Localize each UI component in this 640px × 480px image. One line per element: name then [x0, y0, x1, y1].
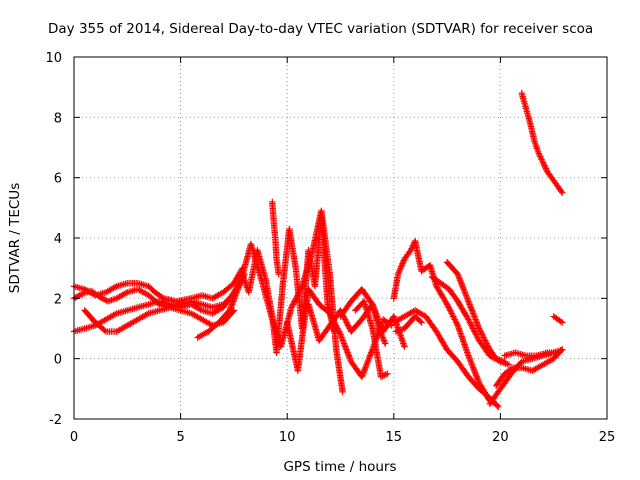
data-point-markers: [550, 313, 566, 326]
axis-ticks: 0 5 10 15 20 25 -2 0 2 4 6 8 10: [45, 51, 615, 445]
data-point-markers: [390, 307, 502, 411]
y-tick-label: -2: [49, 413, 62, 428]
data-point-markers: [518, 90, 566, 196]
y-tick-label: 8: [54, 111, 62, 126]
y-axis-label: SDTVAR / TECUs: [7, 183, 23, 293]
series-track-f: [239, 213, 338, 356]
series-track-p: [392, 313, 425, 335]
x-tick-label: 15: [386, 430, 403, 445]
data-point-markers: [443, 258, 508, 365]
data-point-markers: [269, 198, 282, 278]
data-point-markers: [492, 346, 566, 390]
x-tick-label: 10: [279, 430, 296, 445]
x-tick-label: 0: [70, 430, 78, 445]
series-track-g: [269, 198, 282, 278]
series-track-o: [443, 258, 508, 365]
x-axis-label: GPS time / hours: [283, 459, 396, 475]
data-point-markers: [392, 313, 425, 335]
series-track-u: [550, 313, 566, 326]
x-tick-label: 5: [176, 430, 184, 445]
y-tick-label: 6: [54, 172, 62, 187]
y-tick-label: 10: [45, 51, 62, 66]
data-markers: [70, 90, 566, 411]
series-track-r: [492, 346, 566, 390]
x-tick-label: 20: [492, 430, 509, 445]
series-track-s: [501, 349, 557, 359]
x-tick-label: 25: [599, 430, 616, 445]
data-point-markers: [352, 298, 391, 380]
series-track-k: [352, 298, 391, 380]
series-track-t: [518, 90, 566, 196]
data-point-markers: [239, 213, 338, 356]
data-point-markers: [337, 286, 389, 347]
y-tick-label: 0: [54, 353, 62, 368]
y-tick-label: 4: [54, 232, 62, 247]
y-tick-label: 2: [54, 292, 62, 307]
series-track-j: [337, 286, 389, 347]
series-track-m: [390, 307, 502, 411]
chart-title: Day 355 of 2014, Sidereal Day-to-day VTE…: [48, 21, 593, 37]
data-point-markers: [501, 349, 557, 359]
